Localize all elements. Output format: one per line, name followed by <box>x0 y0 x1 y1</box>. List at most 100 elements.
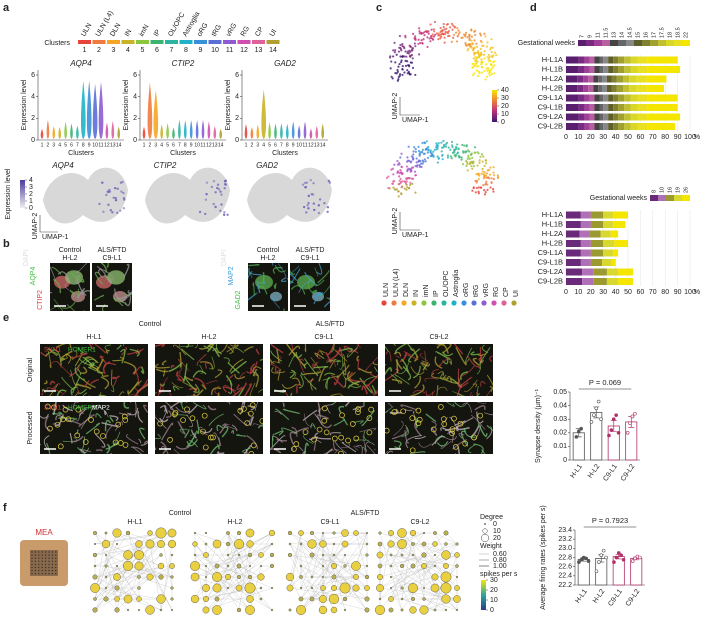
legend-title: Weight <box>480 543 502 550</box>
umap-dot <box>417 42 420 46</box>
umap-dot <box>418 41 422 45</box>
umap-dot <box>444 145 448 148</box>
cluster-name: UI <box>513 290 520 297</box>
umap-dot <box>478 159 481 162</box>
micrograph-fiber <box>116 344 122 350</box>
y-tick-label: 0 <box>563 457 567 464</box>
micrograph-fiber <box>95 413 102 419</box>
micrograph-fiber <box>372 361 378 366</box>
y-tick-label: 22.6 <box>558 564 572 571</box>
umap-dot <box>493 51 497 54</box>
electrode <box>44 563 47 566</box>
x-tick-label: 5 <box>166 142 169 148</box>
micrograph-fiber <box>209 356 215 370</box>
micrograph-fiber <box>349 371 365 383</box>
micrograph-fiber <box>229 344 236 347</box>
node <box>104 575 108 579</box>
umap-dot <box>477 172 480 175</box>
cluster-dot <box>501 300 507 306</box>
umap-dot <box>452 36 455 39</box>
violin <box>58 126 62 139</box>
umap-dot <box>390 75 393 78</box>
umap-dot <box>443 36 446 39</box>
bar-segment <box>598 75 602 83</box>
micrograph-fiber <box>47 348 58 357</box>
node <box>93 531 97 535</box>
y-tick-label: 23.0 <box>558 545 572 552</box>
bar-segment <box>603 56 609 64</box>
micrograph-fiber <box>326 344 336 355</box>
bar-segment <box>566 221 581 228</box>
micrograph-fiber <box>234 373 246 380</box>
micrograph-fiber <box>330 344 335 353</box>
edge <box>423 587 458 600</box>
expr-tick-label: 1 <box>29 198 33 205</box>
synapse-marker <box>247 410 254 417</box>
bar-segment <box>603 221 614 228</box>
electrode <box>55 560 57 562</box>
umap-dot <box>305 211 308 214</box>
micrograph-fiber <box>455 417 474 432</box>
bar-segment <box>630 56 638 64</box>
umap-dot <box>479 34 482 37</box>
node <box>125 530 131 536</box>
micrograph-fiber <box>357 358 361 371</box>
umap-dot <box>417 38 420 41</box>
synapse-marker <box>237 407 244 414</box>
micrograph-fiber <box>359 427 377 433</box>
bar-segment <box>594 123 600 130</box>
bar-segment <box>603 66 609 73</box>
umap-dot <box>413 146 416 149</box>
micrograph-fiber <box>71 290 80 295</box>
micrograph-fiber <box>273 283 277 290</box>
umap-dot <box>419 159 422 163</box>
cluster-name: IN <box>413 290 420 297</box>
node <box>134 561 144 571</box>
edge <box>300 554 335 589</box>
micrograph-fiber <box>73 381 79 395</box>
edge <box>355 532 368 578</box>
umap-dot <box>457 147 460 150</box>
cluster-dot <box>421 300 427 306</box>
umap-dot <box>399 43 402 47</box>
micrograph-fiber <box>385 367 392 376</box>
sample-name: C9-L1 <box>314 334 333 341</box>
umap-dot <box>414 35 417 38</box>
micrograph-fiber <box>192 370 207 378</box>
node <box>299 542 303 546</box>
stain-label: AQP4 <box>30 267 37 286</box>
umap-dot <box>483 32 486 35</box>
category-label: H-L2B <box>542 238 563 247</box>
micrograph-fiber <box>304 344 307 353</box>
umap-dot <box>445 141 449 144</box>
node <box>319 595 327 603</box>
umap-dot <box>445 31 449 34</box>
bar-segment <box>637 113 648 121</box>
x-tick-label: 6 <box>172 142 175 148</box>
legend-swatch <box>658 195 666 201</box>
node <box>388 607 394 613</box>
micrograph-fiber <box>271 433 275 447</box>
panel-letter: b <box>3 238 10 250</box>
legend-swatch <box>666 40 674 46</box>
micrograph-fiber <box>199 364 204 374</box>
micrograph-fiber <box>248 272 253 278</box>
node <box>190 594 200 604</box>
data-point <box>601 548 606 553</box>
micrograph-fiber <box>227 362 240 374</box>
umap-dot <box>398 183 401 186</box>
node <box>288 608 292 612</box>
bar-segment <box>608 66 614 73</box>
micrograph-fiber <box>449 416 459 431</box>
micrograph-fiber <box>303 413 315 427</box>
umap-dot <box>400 152 403 155</box>
node <box>204 531 208 535</box>
edge <box>94 587 129 600</box>
umap-dot <box>429 149 432 152</box>
node <box>226 564 230 568</box>
data-point <box>630 414 635 419</box>
x-tick-label: 30 <box>599 134 607 141</box>
violin <box>86 80 92 139</box>
umap-dot <box>437 32 440 35</box>
micrograph-fiber <box>76 406 81 422</box>
